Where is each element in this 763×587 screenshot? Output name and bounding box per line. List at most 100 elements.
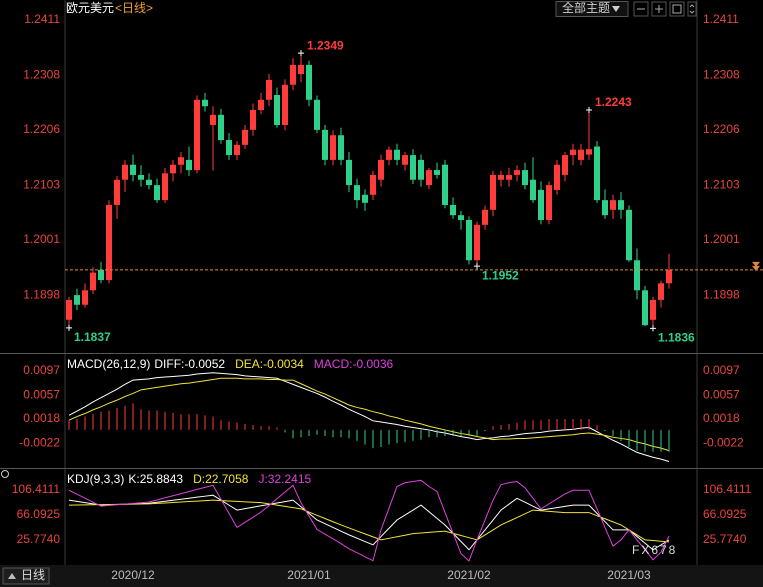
trough-label: 1.1837 <box>74 330 111 344</box>
candle-body <box>290 64 296 85</box>
legend-entry: K:25.8843 <box>128 472 183 486</box>
legend-entry: J:32.2415 <box>258 472 311 486</box>
candle-body <box>226 140 232 156</box>
y-tick-label: 1.2308 <box>23 67 60 81</box>
theme-button[interactable]: 全部主题 <box>555 0 629 17</box>
candle-body <box>658 283 664 300</box>
panel-icon[interactable] <box>1 470 9 478</box>
toolbar <box>633 1 697 17</box>
candle-body <box>202 99 208 107</box>
last-price-marker <box>752 261 760 271</box>
candle-body <box>498 174 504 180</box>
legend-entry: DIFF:-0.0052 <box>154 357 225 371</box>
candle-body <box>426 170 432 186</box>
y-tick-label-right: 106.4111 <box>703 482 752 496</box>
tool-icon <box>655 5 663 13</box>
candle-body <box>514 170 520 175</box>
y-tick-label: 1.1898 <box>23 287 60 301</box>
tool-button[interactable] <box>687 1 697 17</box>
trough-label: 1.1952 <box>482 268 519 282</box>
candle-body <box>490 174 496 210</box>
candle-body <box>362 194 368 203</box>
candle-body <box>450 204 456 216</box>
indicator-line <box>68 377 670 452</box>
candle-body <box>178 157 184 165</box>
candle-body <box>274 94 280 126</box>
candle-body <box>554 164 560 190</box>
candle-body <box>626 209 632 261</box>
candle-body <box>650 299 656 320</box>
y-tick-label-right: 66.0925 <box>703 507 747 521</box>
candle-body <box>442 164 448 205</box>
candle-body <box>538 189 544 220</box>
y-tick-label: 1.2411 <box>24 12 60 26</box>
y-tick-label-right: 0.0057 <box>703 387 740 401</box>
y-tick-label: 106.4111 <box>12 482 61 496</box>
candle-body <box>266 79 272 100</box>
candle-body <box>370 174 376 195</box>
tool-button[interactable] <box>633 1 649 17</box>
indicator-line <box>68 494 670 551</box>
peak-label: 1.2349 <box>307 38 344 52</box>
candle-body <box>458 215 464 220</box>
legend-entry: DEA:-0.0034 <box>235 357 304 371</box>
y-tick-label: -0.0022 <box>19 435 60 449</box>
candle-body <box>90 272 96 291</box>
legend-entry: MACD:-0.0036 <box>314 357 394 371</box>
candle-body <box>170 164 176 174</box>
symbol-title: 欧元美元 <box>66 1 114 15</box>
trough-marker <box>474 263 480 270</box>
candle-body <box>106 204 112 281</box>
y-tick-label: 0.0097 <box>23 363 60 377</box>
candle-body <box>618 200 624 210</box>
candle-body <box>338 135 344 160</box>
y-tick-label-right: 1.2001 <box>703 232 740 246</box>
period-selector[interactable]: 日线 <box>2 567 50 585</box>
candle-body <box>410 155 416 180</box>
candle-body <box>122 164 128 180</box>
tool-button[interactable] <box>669 1 685 17</box>
legend-entry: D:22.7058 <box>193 472 249 486</box>
candle-body <box>634 260 640 291</box>
candle-body <box>610 200 616 210</box>
y-tick-label: 1.2103 <box>23 177 60 191</box>
candle-body <box>642 290 648 326</box>
candle-body <box>210 114 216 126</box>
y-tick-label: 0.0018 <box>23 411 60 425</box>
candle-body <box>562 155 568 175</box>
period-label: 日线 <box>21 568 45 582</box>
y-tick-label-right: 0.0097 <box>703 363 740 377</box>
candle-body <box>522 170 528 186</box>
y-tick-label: 0.0057 <box>23 387 60 401</box>
candle-body <box>138 174 144 180</box>
candle-body <box>602 200 608 216</box>
candle-body <box>594 146 600 201</box>
y-tick-label: 66.0925 <box>17 507 61 521</box>
x-tick-label: 2021/02 <box>447 568 491 582</box>
tool-button[interactable] <box>651 1 667 17</box>
y-tick-label-right: 25.7740 <box>703 532 747 546</box>
peak-marker <box>586 107 592 113</box>
indicator-title: MACD(26,12,9) <box>67 357 150 371</box>
candle-body <box>530 179 536 201</box>
candle-body <box>258 99 264 110</box>
candle-body <box>314 99 320 130</box>
tool-icon <box>672 4 682 14</box>
candle-body <box>378 159 384 180</box>
candle-body <box>434 170 440 175</box>
trough-marker <box>650 325 656 332</box>
candle-body <box>386 149 392 160</box>
candle-body <box>298 64 304 75</box>
candle-body <box>474 224 480 261</box>
indicator-line <box>68 372 670 463</box>
button-label: 全部主题 <box>562 0 610 15</box>
y-tick-label: 25.7740 <box>17 532 61 546</box>
y-tick-label: 1.2206 <box>23 122 60 136</box>
trough-marker <box>66 324 72 331</box>
y-tick-label-right: 1.1898 <box>703 287 740 301</box>
indicator-line <box>68 479 670 562</box>
peak-label: 1.2243 <box>595 95 632 109</box>
y-tick-label-right: 0.0018 <box>703 411 740 425</box>
